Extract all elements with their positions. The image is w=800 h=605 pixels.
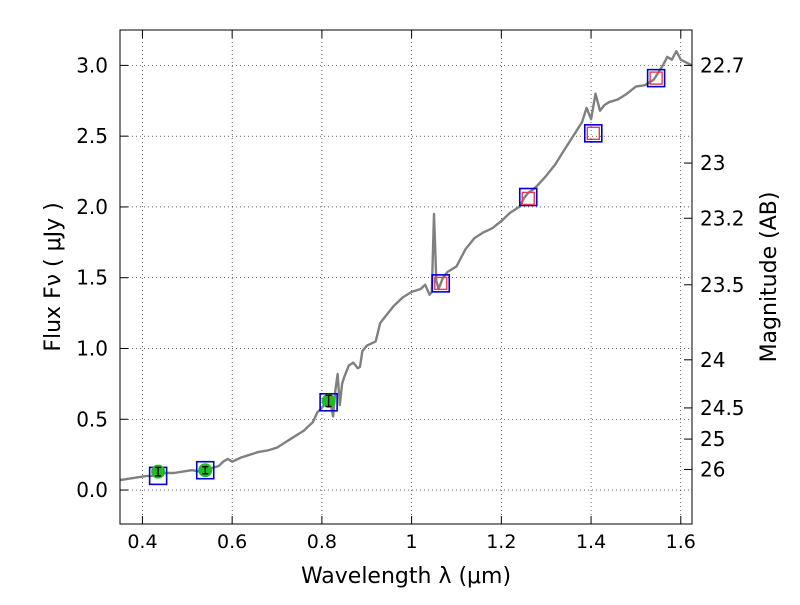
spectrum-line — [119, 50, 693, 482]
observed-flux-box — [434, 276, 448, 291]
observed-flux-box — [586, 126, 601, 141]
y-tick-label: 3.0 — [76, 53, 108, 77]
right-tick-label: 25 — [700, 427, 725, 451]
observed-flux-box — [521, 191, 535, 206]
right-tick-label: 24 — [700, 348, 725, 372]
right-axis-label: Magnitude (AB) — [757, 192, 782, 363]
y-tick-label: 1.0 — [76, 336, 108, 360]
model-flux-box — [319, 392, 338, 412]
x-tick-label: 0.6 — [217, 531, 247, 553]
y-tick-label: 2.5 — [76, 124, 108, 148]
y-axis-label: Flux Fν ( μJy ) — [41, 202, 66, 351]
model-flux-box — [518, 187, 538, 207]
x-tick-label: 1.6 — [666, 531, 696, 553]
y-tick-label: 2.0 — [76, 195, 108, 219]
y-tick-label: 0.5 — [76, 407, 108, 431]
model-flux-box — [195, 460, 215, 480]
x-tick-label: 1.2 — [486, 531, 516, 553]
x-tick-label: 0.8 — [307, 531, 337, 553]
x-tick-label: 0.4 — [127, 531, 157, 553]
model-flux-box — [431, 274, 451, 293]
x-axis-label: Wavelength λ (μm) — [301, 564, 511, 589]
right-tick-label: 26 — [700, 458, 725, 482]
y-tick-label: 1.5 — [76, 266, 108, 290]
right-tick-label: 23 — [700, 151, 725, 175]
y-tick-label: 0.0 — [76, 478, 108, 502]
model-flux-box — [584, 124, 603, 143]
right-tick-label: 23.5 — [700, 273, 745, 297]
right-tick-label: 22.7 — [700, 53, 745, 77]
observed-flux-box — [649, 71, 663, 85]
right-tick-label: 24.5 — [700, 396, 745, 420]
x-tick-label: 1.4 — [576, 531, 606, 553]
model-flux-box — [646, 68, 666, 88]
right-tick-label: 23.2 — [700, 206, 745, 230]
x-tick-label: 1 — [406, 531, 418, 553]
plot-frame — [119, 29, 693, 525]
